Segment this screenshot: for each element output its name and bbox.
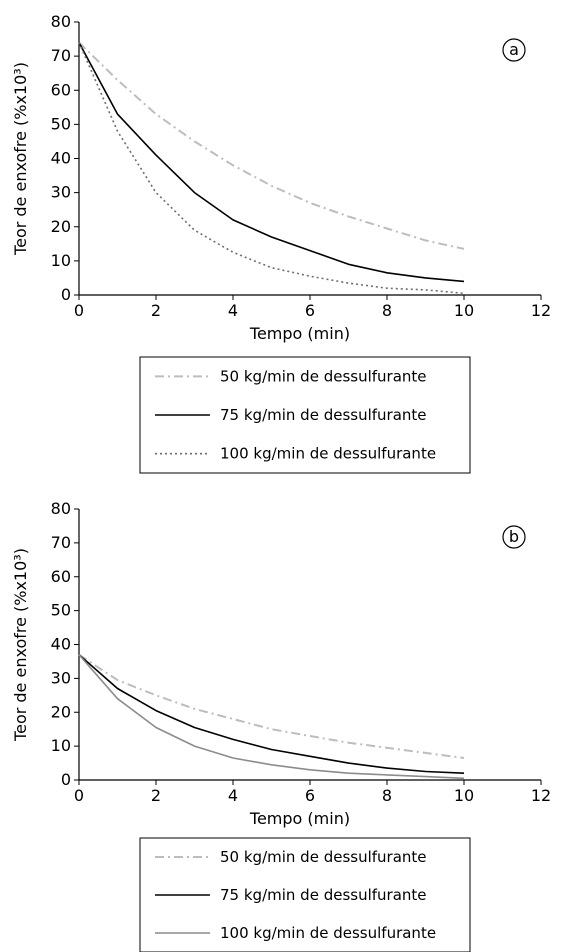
- chart-a-x-tick-label: 4: [228, 301, 238, 320]
- chart-b-y-tick-label: 60: [51, 567, 71, 586]
- chart-b-series-line-3: [78, 654, 465, 780]
- chart-b-y-tick-label: 70: [51, 533, 71, 552]
- chart-b-x-tick-label: 0: [74, 786, 84, 805]
- chart-panel-a: 0 10 20 30 40 50 60 70 80 0 2 4 6 8 10 12 Tempo (min) Teo…: [11, 12, 551, 474]
- chart-a-y-tick-label: 40: [51, 149, 71, 168]
- chart-a-legend-label-3: 100 kg/min de dessulfurante: [220, 445, 436, 463]
- chart-b-x-tick-label: 12: [531, 786, 551, 805]
- chart-a-y-tick-label: 70: [51, 46, 71, 65]
- chart-b-legend-label-3: 100 kg/min de dessulfurante: [220, 924, 436, 942]
- chart-b-panel-tag-circle: [502, 525, 526, 549]
- chart-panel-b: 0 10 20 30 40 50 60 70 80 0 2 4 6 8 10 12 Tempo (min) Teo…: [11, 499, 551, 952]
- chart-b-x-tick-label: 10: [454, 786, 474, 805]
- chart-a-x-tick-label: 6: [305, 301, 315, 320]
- chart-a-y-tick-label: 30: [51, 183, 71, 202]
- chart-b-y-tick-label: 40: [51, 635, 71, 654]
- chart-b-x-tick-label: 4: [228, 786, 238, 805]
- chart-b-x-tick-label: 6: [305, 786, 315, 805]
- chart-b-legend-label-2: 75 kg/min de dessulfurante: [220, 886, 427, 904]
- chart-b-legend-label-1: 50 kg/min de dessulfurante: [220, 848, 427, 866]
- chart-a-legend-label-1: 50 kg/min de dessulfurante: [220, 367, 427, 385]
- chart-b-series-line-1: [78, 653, 465, 759]
- chart-b-y-tick-label: 80: [51, 499, 71, 518]
- chart-a-y-axis-label: Teor de enxofre (%x10³): [11, 62, 30, 256]
- chart-b-x-tick-label: 8: [382, 786, 392, 805]
- chart-a-x-tick-label: 2: [151, 301, 161, 320]
- chart-a-legend-label-2: 75 kg/min de dessulfurante: [220, 406, 427, 424]
- chart-b-y-tick-label: 20: [51, 702, 71, 721]
- chart-a-panel-tag-circle: [502, 38, 526, 62]
- chart-b-y-tick-label: 50: [51, 601, 71, 620]
- chart-a-y-tick-label: 50: [51, 114, 71, 133]
- chart-b-x-axis-label: Tempo (min): [249, 809, 350, 828]
- chart-a-series-line-1: [78, 41, 465, 250]
- chart-a-x-axis-label: Tempo (min): [249, 324, 350, 343]
- chart-b-y-axis-label: Teor de enxofre (%x10³): [11, 548, 30, 742]
- chart-a-x-tick-label: 8: [382, 301, 392, 320]
- chart-b-y-tick-label: 10: [51, 736, 71, 755]
- chart-a-y-tick-label: 60: [51, 80, 71, 99]
- chart-a-panel-tag: a: [509, 40, 519, 59]
- chart-b-y-tick-label: 30: [51, 668, 71, 687]
- chart-b-y-tick-label: 0: [61, 770, 71, 789]
- chart-a-y-tick-label: 80: [51, 12, 71, 31]
- chart-b-series-line-2: [78, 654, 465, 774]
- chart-b-panel-tag: b: [509, 527, 519, 546]
- chart-a-y-tick-label: 10: [51, 251, 71, 270]
- chart-a-y-tick-label: 20: [51, 217, 71, 236]
- chart-a-y-tick-label: 0: [61, 285, 71, 304]
- chart-a-series-line-3: [78, 42, 465, 295]
- chart-b-x-tick-label: 2: [151, 786, 161, 805]
- chart-a-series-line-2: [78, 42, 465, 283]
- chart-a-x-tick-label: 10: [454, 301, 474, 320]
- chart-a-x-tick-label: 12: [531, 301, 551, 320]
- chart-a-x-tick-label: 0: [74, 301, 84, 320]
